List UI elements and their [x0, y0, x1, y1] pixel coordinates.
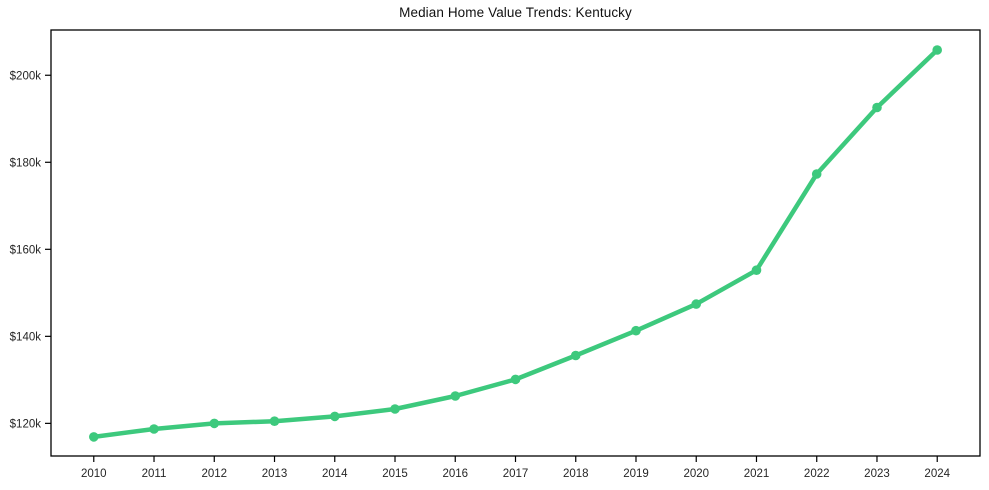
y-tick-label: $120k	[10, 418, 42, 430]
data-point-marker	[89, 432, 99, 442]
data-point-marker	[631, 325, 641, 336]
x-tick-label: 2010	[81, 468, 107, 480]
chart-title: Median Home Value Trends: Kentucky	[399, 5, 632, 20]
y-tick-label: $180k	[10, 157, 42, 169]
x-tick-label: 2020	[683, 468, 709, 480]
data-point-marker	[390, 404, 400, 414]
x-tick-label: 2022	[804, 468, 830, 480]
x-tick-label: 2018	[563, 468, 589, 480]
x-tick-label: 2016	[442, 468, 468, 480]
data-point-marker	[269, 416, 280, 427]
x-tick-label: 2012	[201, 468, 227, 480]
y-tick-label: $200k	[10, 70, 42, 82]
x-tick-label: 2015	[382, 468, 408, 480]
x-tick-label: 2013	[262, 468, 288, 480]
x-tick-label: 2011	[142, 468, 167, 480]
x-tick-label: 2014	[322, 468, 348, 480]
x-tick-label: 2021	[744, 468, 770, 480]
data-point-marker	[691, 299, 701, 309]
x-tick-label: 2024	[924, 468, 950, 480]
data-point-marker	[872, 102, 882, 113]
x-tick-label: 2023	[864, 468, 890, 480]
data-point-marker	[811, 169, 822, 179]
plot-frame	[50, 29, 981, 457]
data-point-marker	[330, 411, 340, 422]
data-point-marker	[209, 418, 220, 429]
data-point-marker	[450, 391, 461, 401]
x-tick-label: 2019	[623, 468, 649, 480]
data-point-marker	[149, 424, 159, 434]
data-point-marker	[932, 45, 942, 55]
y-tick-label: $160k	[10, 244, 42, 256]
x-tick-label: 2017	[503, 468, 529, 480]
data-point-marker	[751, 265, 762, 276]
data-point-marker	[510, 374, 521, 385]
y-tick-label: $140k	[10, 331, 42, 343]
data-point-marker	[570, 350, 581, 361]
